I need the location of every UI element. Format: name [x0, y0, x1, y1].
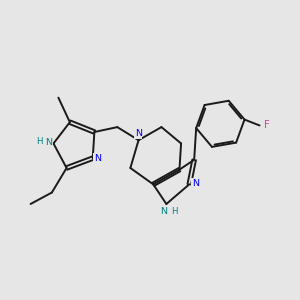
Text: H: H: [171, 207, 178, 216]
Text: H: H: [37, 137, 43, 146]
Text: N: N: [135, 129, 142, 138]
Text: N: N: [192, 179, 199, 188]
Text: N: N: [94, 154, 101, 163]
Text: F: F: [264, 121, 270, 130]
Text: N: N: [160, 207, 167, 216]
Text: N: N: [45, 138, 52, 147]
